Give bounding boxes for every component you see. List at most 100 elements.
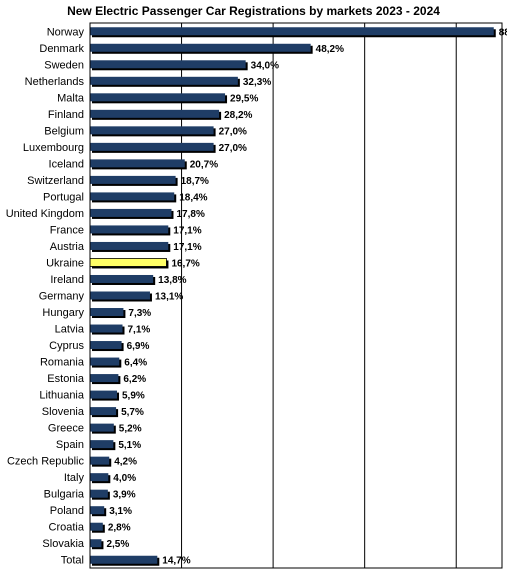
- category-label-croatia: Croatia: [49, 522, 85, 534]
- category-label-greece: Greece: [48, 423, 84, 435]
- value-label-lithuania: 5,9%: [122, 391, 145, 402]
- bar-finland: [90, 109, 220, 118]
- category-label-lithuania: Lithuania: [39, 390, 85, 402]
- category-label-hungary: Hungary: [42, 307, 84, 319]
- category-label-norway: Norway: [47, 26, 85, 38]
- category-label-germany: Germany: [39, 291, 85, 303]
- value-label-czech-republic: 4,2%: [114, 457, 137, 468]
- category-label-estonia: Estonia: [47, 373, 85, 385]
- value-label-germany: 13,1%: [155, 292, 183, 303]
- value-label-spain: 5,1%: [118, 440, 141, 451]
- bar-belgium: [90, 126, 214, 135]
- category-label-total: Total: [61, 555, 84, 567]
- bar-latvia: [90, 324, 123, 333]
- category-label-spain: Spain: [56, 439, 84, 451]
- value-label-united-kingdom: 17,8%: [176, 209, 204, 220]
- category-label-slovakia: Slovakia: [42, 538, 84, 550]
- bar-luxembourg: [90, 142, 214, 151]
- category-label-netherlands: Netherlands: [25, 76, 85, 88]
- bar-greece: [90, 423, 114, 432]
- bar-ireland: [90, 274, 154, 283]
- bar-denmark: [90, 43, 311, 52]
- value-label-slovenia: 5,7%: [121, 407, 144, 418]
- bar-czech-republic: [90, 456, 110, 465]
- value-label-croatia: 2,8%: [108, 523, 131, 534]
- bar-romania: [90, 357, 120, 366]
- category-label-united-kingdom: United Kingdom: [6, 208, 84, 220]
- bar-cyprus: [90, 341, 122, 350]
- category-label-portugal: Portugal: [43, 191, 84, 203]
- bar-croatia: [90, 522, 103, 531]
- category-label-bulgaria: Bulgaria: [44, 489, 85, 501]
- value-label-ukraine: 16,7%: [171, 258, 199, 269]
- category-label-iceland: Iceland: [49, 158, 84, 170]
- value-label-greece: 5,2%: [119, 424, 142, 435]
- category-label-latvia: Latvia: [55, 324, 85, 336]
- category-label-austria: Austria: [50, 241, 85, 253]
- category-label-ireland: Ireland: [50, 274, 84, 286]
- bar-bulgaria: [90, 489, 108, 498]
- category-label-malta: Malta: [57, 92, 85, 104]
- category-label-czech-republic: Czech Republic: [7, 456, 85, 468]
- value-label-sweden: 34,0%: [251, 60, 279, 71]
- bar-slovakia: [90, 539, 102, 548]
- category-label-italy: Italy: [64, 472, 85, 484]
- category-label-cyprus: Cyprus: [49, 340, 84, 352]
- category-label-france: France: [50, 224, 84, 236]
- gridlines: [181, 23, 457, 568]
- bar-sweden: [90, 60, 246, 69]
- category-label-belgium: Belgium: [44, 125, 84, 137]
- value-label-denmark: 48,2%: [316, 44, 344, 55]
- value-label-netherlands: 32,3%: [243, 77, 271, 88]
- value-label-italy: 4,0%: [113, 473, 136, 484]
- category-label-luxembourg: Luxembourg: [23, 142, 84, 154]
- bar-norway: [90, 27, 494, 36]
- bar-germany: [90, 291, 150, 300]
- category-label-finland: Finland: [48, 109, 84, 121]
- bar-spain: [90, 440, 114, 449]
- category-label-sweden: Sweden: [44, 59, 84, 71]
- value-label-finland: 28,2%: [224, 110, 252, 121]
- bar-ukraine: [89, 258, 167, 267]
- bar-austria: [90, 241, 169, 250]
- value-label-slovakia: 2,5%: [106, 539, 129, 550]
- bar-iceland: [90, 159, 185, 168]
- category-labels: Norway Denmark Sweden Netherlands Malta Finla…: [6, 26, 85, 566]
- value-label-malta: 29,5%: [230, 93, 258, 104]
- value-label-ireland: 13,8%: [158, 275, 186, 286]
- value-label-austria: 17,1%: [173, 242, 201, 253]
- bar-united-kingdom: [90, 208, 172, 217]
- value-label-latvia: 7,1%: [128, 325, 151, 336]
- category-label-ukraine: Ukraine: [46, 257, 84, 269]
- bar-hungary: [90, 308, 124, 317]
- bar-switzerland: [90, 175, 176, 184]
- bar-estonia: [90, 374, 119, 383]
- bar-malta: [90, 93, 226, 102]
- category-label-switzerland: Switzerland: [27, 175, 84, 187]
- bar-slovenia: [90, 407, 117, 416]
- value-label-romania: 6,4%: [124, 358, 147, 369]
- category-label-romania: Romania: [40, 357, 85, 369]
- value-label-luxembourg: 27,0%: [219, 143, 247, 154]
- value-label-iceland: 20,7%: [190, 159, 218, 170]
- chart-title: New Electric Passenger Car Registrations…: [67, 4, 440, 18]
- bar-italy: [90, 473, 109, 482]
- category-label-poland: Poland: [50, 505, 84, 517]
- value-label-hungary: 7,3%: [128, 308, 151, 319]
- bar-france: [90, 225, 169, 234]
- value-label-belgium: 27,0%: [219, 126, 247, 137]
- category-label-denmark: Denmark: [39, 43, 84, 55]
- value-label-total: 14,7%: [162, 556, 190, 567]
- bar-poland: [90, 506, 105, 515]
- value-label-poland: 3,1%: [109, 506, 132, 517]
- plot-area-border: [89, 22, 503, 569]
- category-label-slovenia: Slovenia: [42, 406, 85, 418]
- value-label-portugal: 18,4%: [179, 192, 207, 203]
- bars: [89, 27, 496, 566]
- value-label-france: 17,1%: [173, 225, 201, 236]
- value-labels: 88,2% 48,2% 34,0% 32,3% 29,5% 28,2% 27,0% 27,0%…: [106, 27, 507, 566]
- plot-frame: [89, 22, 503, 569]
- bar-lithuania: [90, 390, 118, 399]
- bar-netherlands: [90, 76, 238, 85]
